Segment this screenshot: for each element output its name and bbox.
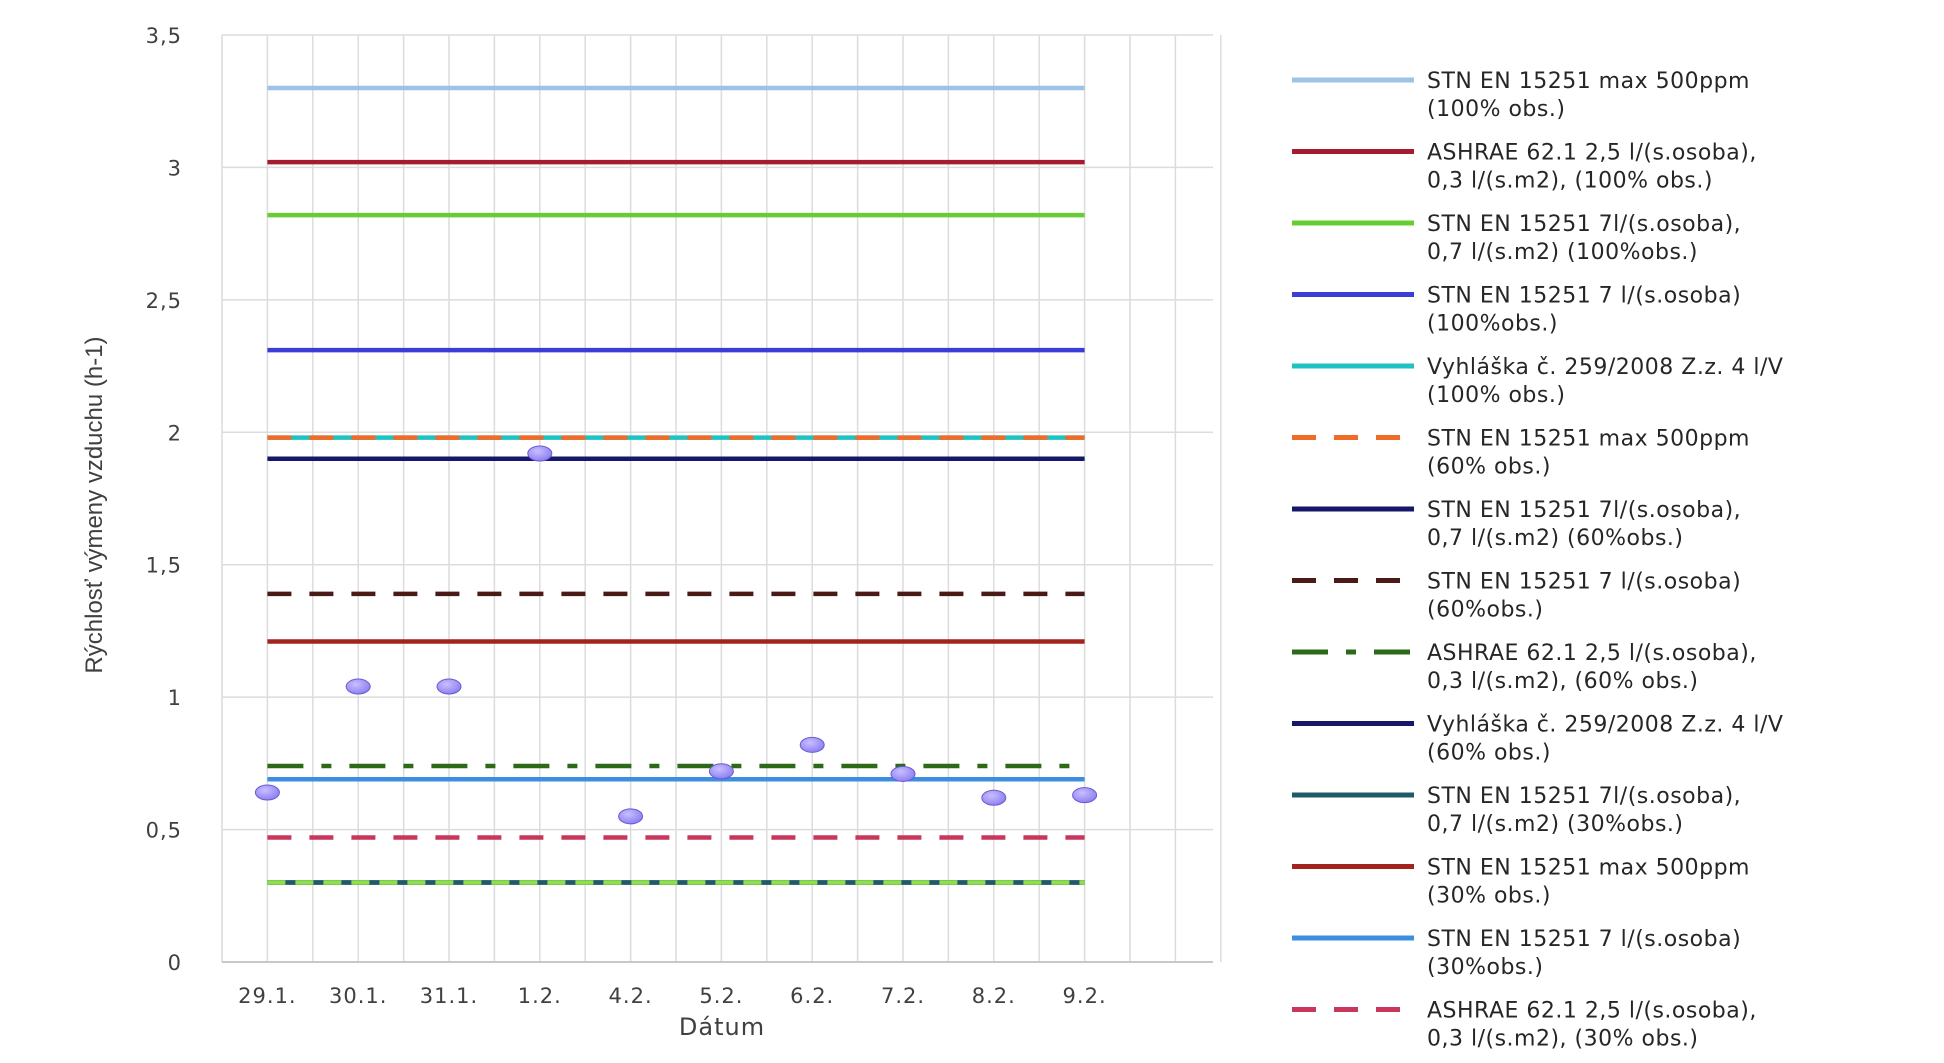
x-tick-label: 29.1.: [238, 984, 296, 1008]
legend-label: ASHRAE 62.1 2,5 l/(s.osoba), 0,3 l/(s.m2)…: [1427, 641, 1757, 694]
y-tick-label: 1,5: [146, 554, 182, 578]
legend-label: STN EN 15251 7l/(s.osoba), 0,7 l/(s.m2) (…: [1427, 212, 1741, 265]
x-axis-title: Dátum: [679, 1013, 765, 1041]
data-point: [890, 765, 916, 782]
legend-label: STN EN 15251 7 l/(s.osoba) (60%obs.): [1427, 570, 1741, 623]
series-lines: [267, 85, 1085, 885]
y-tick-label: 2: [168, 421, 182, 445]
y-tick-label: 1: [168, 686, 182, 710]
legend-label: STN EN 15251 7l/(s.osoba), 0,7 l/(s.m2) (…: [1427, 784, 1741, 837]
legend-label: ASHRAE 62.1 2,5 l/(s.osoba), 0,3 l/(s.m2)…: [1427, 141, 1757, 194]
data-point: [618, 808, 644, 825]
x-axis-ticks: 29.1. 30.1. 31.1. 1.2. 4.2. 5.2. 6.2. 7.2. 8.2. 9…: [238, 984, 1107, 1008]
legend-label: Vyhláška č. 259/2008 Z.z. 4 l/V (60% obs.…: [1427, 713, 1783, 766]
data-point: [436, 678, 462, 695]
data-point: [708, 763, 734, 780]
grid: [221, 34, 1222, 963]
legend-label: Vyhláška č. 259/2008 Z.z. 4 l/V (100% obs…: [1427, 355, 1783, 408]
y-tick-label: 0,5: [146, 819, 182, 843]
data-point: [981, 789, 1007, 806]
legend-label: STN EN 15251 max 500ppm (30% obs.): [1427, 856, 1750, 909]
x-tick-label: 4.2.: [609, 984, 653, 1008]
x-tick-label: 30.1.: [329, 984, 387, 1008]
x-tick-label: 5.2.: [699, 984, 743, 1008]
data-point: [527, 445, 553, 462]
y-tick-label: 3: [168, 156, 182, 180]
y-tick-label: 2,5: [146, 289, 182, 313]
x-tick-label: 6.2.: [790, 984, 834, 1008]
data-point: [254, 784, 280, 801]
data-point: [799, 736, 825, 753]
legend-label: ASHRAE 62.1 2,5 l/(s.osoba), 0,3 l/(s.m2)…: [1427, 999, 1757, 1052]
y-tick-label: 0: [168, 951, 182, 975]
legend-label: STN EN 15251 7 l/(s.osoba) (100%obs.): [1427, 284, 1741, 337]
legend-label: STN EN 15251 7 l/(s.osoba) (30%obs.): [1427, 927, 1741, 980]
x-tick-label: 8.2.: [972, 984, 1016, 1008]
x-tick-label: 1.2.: [518, 984, 562, 1008]
legend-label: STN EN 15251 max 500ppm (100% obs.): [1427, 69, 1750, 122]
legend-label: STN EN 15251 max 500ppm (60% obs.): [1427, 427, 1750, 480]
legend-label: STN EN 15251 7l/(s.osoba), 0,7 l/(s.m2) (…: [1427, 498, 1741, 551]
y-axis-ticks: 0 0,5 1 1,5 2 2,5 3 3,5: [146, 24, 182, 975]
data-point: [345, 678, 371, 695]
y-axis-title: Rýchlosť výmeny vzduchu (h-1): [81, 336, 108, 673]
x-tick-label: 7.2.: [881, 984, 925, 1008]
data-points: [254, 445, 1098, 825]
y-tick-label: 3,5: [146, 24, 182, 48]
x-tick-label: 31.1.: [420, 984, 478, 1008]
data-point: [1072, 787, 1098, 804]
x-tick-label: 9.2.: [1063, 984, 1107, 1008]
legend: STN EN 15251 max 500ppm (100% obs.) ASHRAE…: [1292, 69, 1783, 1052]
